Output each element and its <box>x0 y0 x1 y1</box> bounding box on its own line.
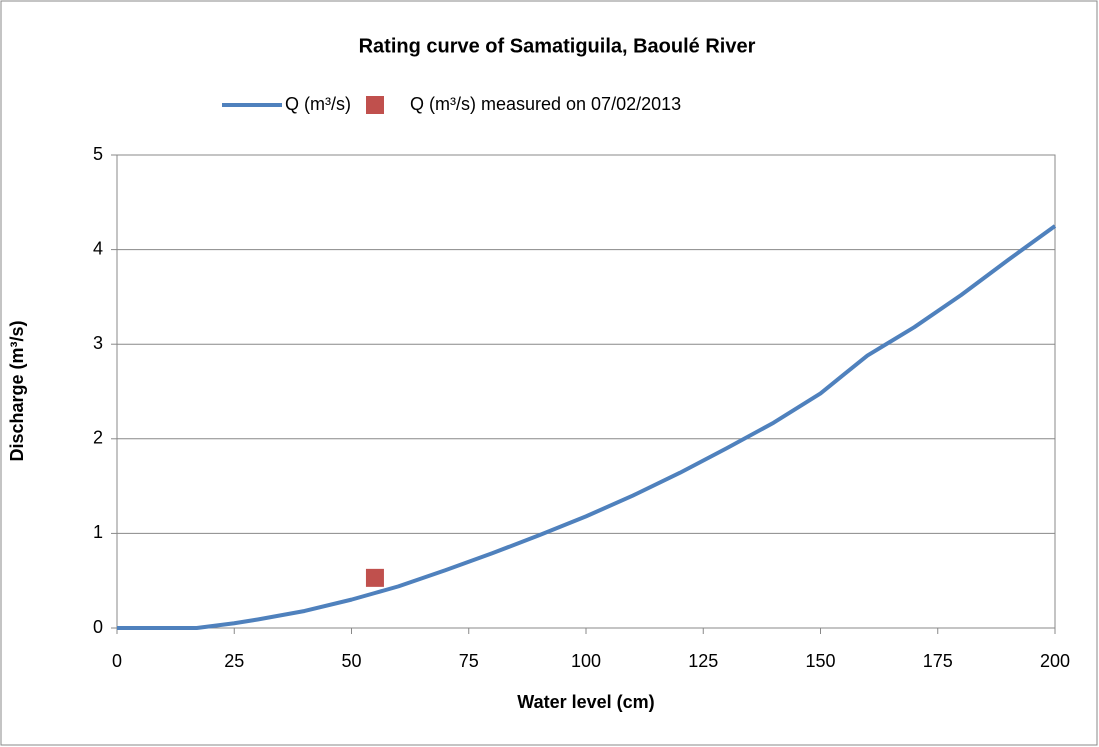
x-tick-label: 100 <box>571 651 601 671</box>
x-axis-title: Water level (cm) <box>517 692 654 712</box>
y-tick-label: 0 <box>93 617 103 637</box>
y-tick-label: 2 <box>93 428 103 448</box>
y-tick-label: 1 <box>93 522 103 542</box>
x-tick-label: 150 <box>805 651 835 671</box>
scatter-point <box>365 568 384 587</box>
x-tick-label: 175 <box>923 651 953 671</box>
x-tick-label: 25 <box>224 651 244 671</box>
x-tick-label: 0 <box>112 651 122 671</box>
y-tick-label: 3 <box>93 333 103 353</box>
chart-title: Rating curve of Samatiguila, Baoulé Rive… <box>359 35 756 57</box>
legend-label: Q (m³/s) <box>285 94 351 114</box>
plot-border <box>116 154 1056 629</box>
legend-swatch <box>366 96 384 114</box>
x-tick-label: 125 <box>688 651 718 671</box>
line <box>117 224 1057 630</box>
x-tick-label: 75 <box>459 651 479 671</box>
legend-label: Q (m³/s) measured on 07/02/2013 <box>410 94 681 114</box>
y-axis-title: Discharge (m³/s) <box>7 320 27 461</box>
y-tick-label: 5 <box>93 144 103 164</box>
x-tick-label: 50 <box>341 651 361 671</box>
x-tick-label: 200 <box>1040 651 1070 671</box>
y-tick-label: 4 <box>93 238 103 258</box>
